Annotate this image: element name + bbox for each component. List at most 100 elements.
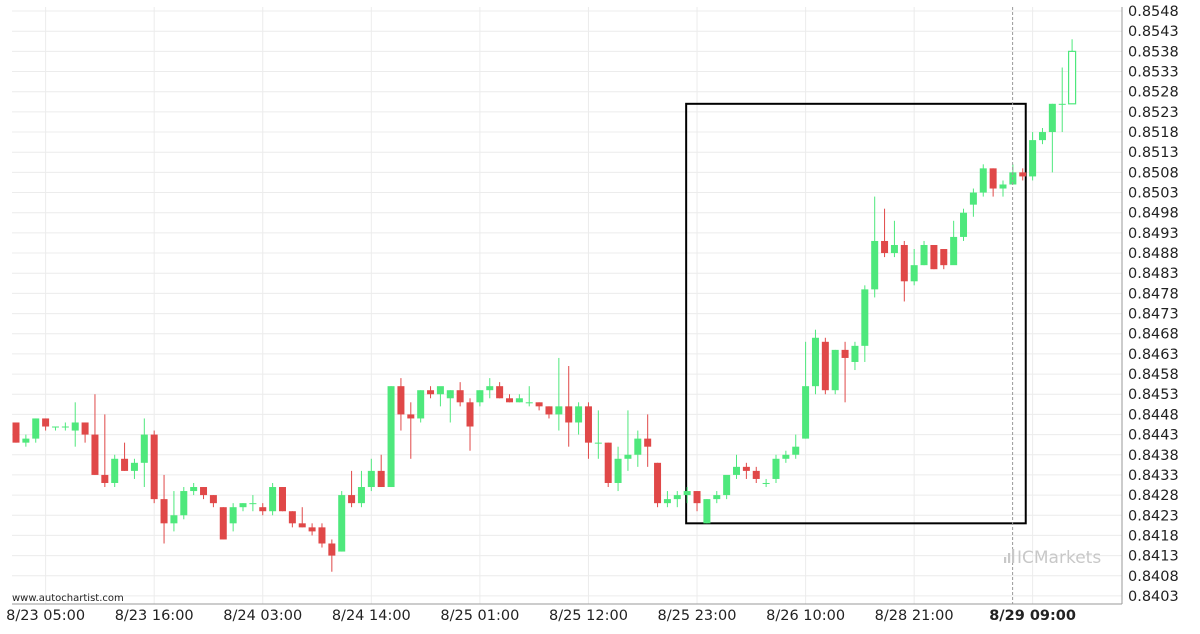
candle-up xyxy=(792,446,800,455)
candle-down xyxy=(841,349,849,358)
candle-up xyxy=(733,466,741,475)
candle-up xyxy=(851,345,859,362)
candle-down xyxy=(466,402,474,427)
candle-down xyxy=(318,527,326,544)
candle-up xyxy=(555,406,563,415)
candle-up xyxy=(239,503,247,508)
axes-layer: 0.8548 0.8543 0.8538 0.8533 0.8528 0.8523 0.85… xyxy=(6,4,1179,624)
candle-down xyxy=(604,442,612,483)
candle-up xyxy=(249,503,257,505)
x-tick-label: 8/25 12:00 xyxy=(549,608,628,624)
bar-chart-icon xyxy=(1004,549,1015,563)
candle-up xyxy=(486,386,494,391)
candle-down xyxy=(377,470,385,488)
candle-down xyxy=(930,244,938,270)
x-tick-label: 8/25 23:00 xyxy=(658,608,737,624)
brand-prefix: IC xyxy=(1017,548,1034,568)
candle-up xyxy=(950,236,958,266)
candle-up xyxy=(861,289,869,346)
y-tick-label: 0.8538 xyxy=(1128,44,1179,60)
candle-up xyxy=(575,406,583,423)
candle-up xyxy=(614,458,622,483)
y-tick-label: 0.8413 xyxy=(1128,549,1179,565)
candle-down xyxy=(259,507,267,512)
svg-text:ICMarkets: ICMarkets xyxy=(1017,548,1101,568)
candle-up xyxy=(190,487,198,492)
candle-up xyxy=(476,390,484,403)
candle-up xyxy=(229,507,237,524)
candle-down xyxy=(989,168,997,189)
candle-down xyxy=(456,390,464,403)
x-tick-label: 8/28 21:00 xyxy=(875,608,954,624)
candle-up xyxy=(111,458,119,483)
pattern-box-layer xyxy=(685,102,1027,525)
candle-down xyxy=(160,499,168,524)
candle-down xyxy=(752,470,760,479)
candle-up xyxy=(831,349,839,391)
x-tick-label: 8/24 14:00 xyxy=(332,608,411,624)
y-tick-label: 0.8458 xyxy=(1128,367,1179,383)
candle-up xyxy=(130,462,138,471)
y-tick-label: 0.8523 xyxy=(1128,105,1179,121)
y-tick-label: 0.8408 xyxy=(1128,569,1179,585)
y-tick-label: 0.8548 xyxy=(1128,4,1179,20)
candle-up xyxy=(436,386,444,395)
candle-up xyxy=(61,426,69,428)
candle-down xyxy=(308,527,316,532)
x-tick-label: 8/25 01:00 xyxy=(440,608,519,624)
y-tick-label: 0.8403 xyxy=(1128,589,1179,605)
candle-up xyxy=(782,454,790,459)
candle-up xyxy=(762,482,770,484)
y-tick-label: 0.8423 xyxy=(1128,508,1179,524)
candle-up xyxy=(890,244,898,254)
x-tick-label: 8/23 16:00 xyxy=(115,608,194,624)
candle-down xyxy=(584,406,592,443)
candle-up xyxy=(387,386,395,488)
candle-up xyxy=(979,168,987,193)
candle-down xyxy=(397,386,405,415)
y-tick-label: 0.8443 xyxy=(1128,428,1179,444)
candle-up xyxy=(871,240,879,290)
y-tick-label: 0.8463 xyxy=(1128,347,1179,363)
y-tick-label: 0.8508 xyxy=(1128,165,1179,181)
candle-up xyxy=(1067,50,1077,105)
candle-up xyxy=(140,434,148,463)
y-tick-label: 0.8518 xyxy=(1128,125,1179,141)
x-tick-label: 8/26 10:00 xyxy=(766,608,845,624)
candle-up xyxy=(999,184,1007,189)
candle-up xyxy=(594,442,602,444)
candle-down xyxy=(535,402,543,407)
candle-down xyxy=(101,474,109,483)
candle-up xyxy=(1038,132,1046,141)
candle-down xyxy=(348,495,356,504)
candle-up xyxy=(1048,103,1056,133)
candle-up xyxy=(703,499,711,524)
candles-layer xyxy=(12,39,1077,572)
candle-up xyxy=(170,515,178,524)
candle-up xyxy=(446,390,454,399)
candle-up xyxy=(71,422,79,431)
candle-up xyxy=(338,495,346,552)
candle-down xyxy=(1019,172,1027,177)
candle-down xyxy=(298,523,306,528)
brand-name: Markets xyxy=(1034,548,1101,568)
candle-up xyxy=(969,192,977,205)
brand-logo: ICMarkets xyxy=(1004,548,1101,568)
candle-down xyxy=(278,487,286,512)
candle-down xyxy=(42,418,50,427)
candle-down xyxy=(81,422,89,435)
x-tick-label: 8/29 09:00 xyxy=(989,608,1076,624)
candle-down xyxy=(121,458,129,471)
candle-up xyxy=(22,438,30,443)
candle-down xyxy=(200,487,208,496)
y-tick-label: 0.8528 xyxy=(1128,85,1179,101)
candle-down xyxy=(821,341,829,391)
x-tick-label: 8/23 05:00 xyxy=(6,608,85,624)
candle-up xyxy=(663,499,671,504)
candle-up xyxy=(772,458,780,479)
candle-down xyxy=(288,511,296,524)
y-tick-label: 0.8503 xyxy=(1128,186,1179,202)
y-tick-label: 0.8468 xyxy=(1128,327,1179,343)
